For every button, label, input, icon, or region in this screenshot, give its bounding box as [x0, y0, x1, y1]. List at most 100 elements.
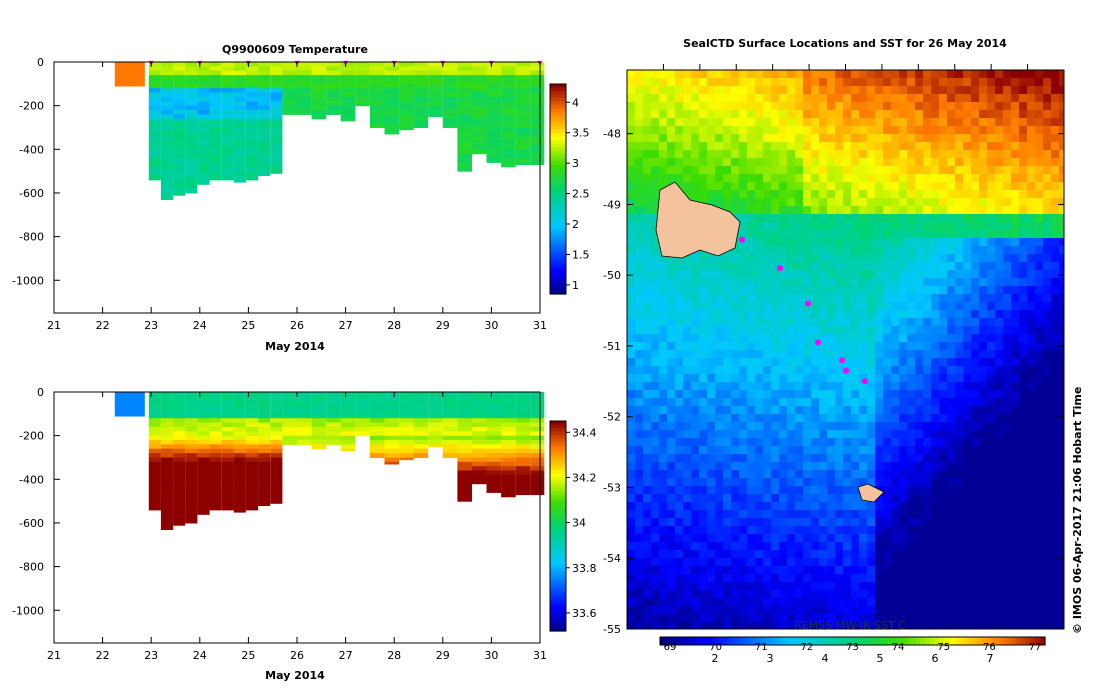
profile-cell — [209, 466, 222, 472]
sst-cell — [1027, 230, 1035, 238]
x-tick-label: 24 — [193, 649, 207, 662]
sst-cell — [923, 286, 931, 294]
profile-cell — [428, 422, 443, 428]
profile-cell — [311, 426, 327, 432]
sst-cell — [1019, 414, 1027, 422]
sst-cell — [835, 462, 843, 470]
sst-cell — [931, 526, 939, 534]
profile-cell — [384, 426, 400, 432]
sst-cell — [883, 566, 891, 574]
sst-cell — [667, 374, 675, 382]
sst-cell — [675, 446, 683, 454]
sst-cell — [963, 174, 971, 182]
sst-cell — [979, 110, 987, 118]
sst-cell — [963, 398, 971, 406]
sst-cell — [1003, 470, 1011, 478]
profile-cell — [233, 413, 246, 419]
profile-cell — [270, 470, 283, 476]
profile-cell — [355, 70, 370, 76]
sst-cell — [979, 478, 987, 486]
sst-cell — [979, 190, 987, 198]
sst-cell — [1059, 262, 1064, 270]
sst-cell — [923, 294, 931, 302]
sst-cell — [859, 182, 867, 190]
sst-cell — [923, 566, 931, 574]
sst-cell — [699, 78, 707, 86]
profile-cell — [148, 62, 161, 67]
sst-cell — [851, 422, 859, 430]
sst-cell — [795, 390, 803, 398]
sst-cell — [963, 438, 971, 446]
sst-cell — [635, 302, 643, 310]
sst-cell — [891, 326, 899, 334]
profile-cell — [221, 123, 234, 128]
sst-cell — [723, 518, 731, 526]
sst-cell — [691, 438, 699, 446]
profile-cell — [340, 66, 356, 72]
sst-cell — [971, 470, 979, 478]
profile-cell — [501, 123, 516, 128]
profile-cell — [221, 144, 234, 150]
sst-cell — [819, 150, 827, 158]
sst-cell — [803, 110, 811, 118]
sst-cell — [1051, 462, 1059, 470]
sst-cell — [963, 558, 971, 566]
sst-cell — [995, 238, 1003, 246]
profile-cell — [428, 83, 443, 89]
sst-cell — [667, 174, 675, 182]
sst-cell — [1019, 110, 1027, 118]
sst-cell — [643, 334, 651, 342]
sst-cell — [971, 342, 979, 350]
profile-cell — [501, 114, 516, 120]
sst-cell — [747, 222, 755, 230]
sst-cell — [627, 246, 635, 254]
sst-cell — [811, 254, 819, 262]
sst-cell — [891, 182, 899, 190]
profile-cell — [472, 440, 487, 445]
sst-cell — [747, 558, 755, 566]
sst-cell — [867, 550, 875, 558]
sst-cell — [771, 278, 779, 286]
sst-cell — [915, 70, 923, 78]
sst-cell — [771, 310, 779, 318]
sst-cell — [899, 422, 907, 430]
sst-cell — [915, 446, 923, 454]
x-tick-label: 27 — [339, 649, 353, 662]
sst-cell — [755, 294, 763, 302]
sst-cell — [875, 398, 883, 406]
sst-cell — [875, 334, 883, 342]
sst-cell — [851, 270, 859, 278]
sst-cell — [915, 566, 923, 574]
sst-cell — [931, 310, 939, 318]
profile-cell — [413, 118, 429, 124]
sst-cell — [931, 110, 939, 118]
profile-cell — [197, 496, 210, 502]
sst-cell — [795, 374, 803, 382]
sst-cell — [651, 438, 659, 446]
profile-cell — [258, 123, 271, 128]
sst-cell — [1027, 454, 1035, 462]
sst-cell — [827, 566, 835, 574]
sst-cell — [667, 254, 675, 262]
profile-cell — [270, 444, 283, 450]
sst-cell — [995, 350, 1003, 358]
sst-cell — [691, 366, 699, 374]
profile-cell — [209, 474, 222, 480]
sst-cell — [1043, 502, 1051, 510]
sst-cell — [811, 558, 819, 566]
profile-cell — [369, 101, 385, 107]
sst-cell — [995, 302, 1003, 310]
profile-cell — [233, 83, 246, 89]
sst-cell — [779, 254, 787, 262]
sst-cell — [987, 398, 995, 406]
profile-cell — [173, 405, 186, 410]
sst-cell — [755, 310, 763, 318]
sst-cell — [1043, 126, 1051, 134]
colorbar-swatch — [550, 276, 566, 281]
sst-cell — [1019, 158, 1027, 166]
sst-cell — [851, 86, 859, 94]
sst-cell — [907, 70, 915, 78]
sst-cell — [851, 158, 859, 166]
sst-cell — [1027, 102, 1035, 110]
sst-cell — [963, 286, 971, 294]
